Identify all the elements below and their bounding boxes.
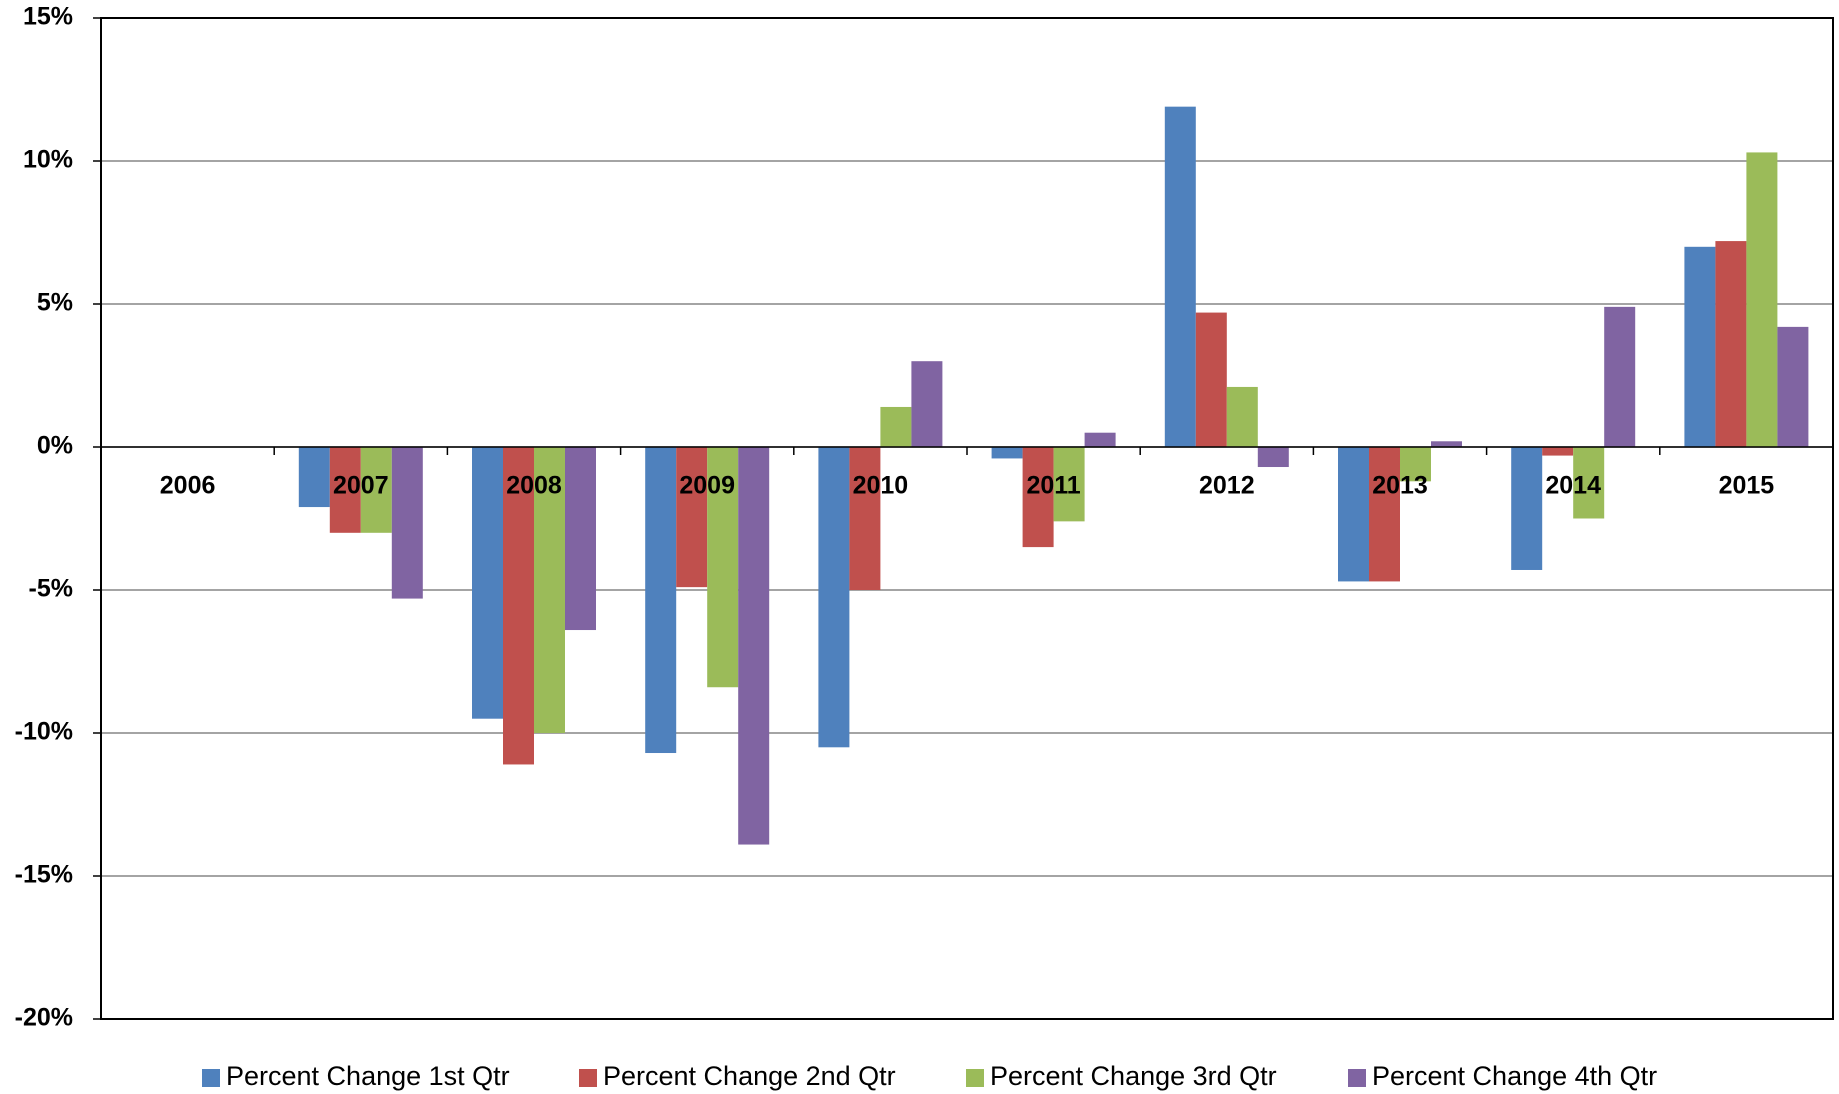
bar [1511,447,1543,570]
legend-label: Percent Change 1st Qtr [226,1061,510,1091]
bar [360,447,392,533]
bar [1400,447,1431,482]
bar [534,447,565,733]
bar [911,361,943,447]
y-tick-label: -10% [15,718,73,746]
x-tick-label: 2007 [333,472,389,500]
bar [707,447,739,688]
x-tick-label: 2010 [853,472,909,500]
y-tick-label: -5% [29,575,73,603]
x-tick-label: 2013 [1372,472,1428,500]
bar [738,447,770,845]
bar [472,447,503,719]
x-tick-label: 2006 [160,472,216,500]
bar [1369,447,1400,582]
y-tick-label: 0% [37,432,73,460]
bar [1684,246,1716,447]
legend-swatch [202,1069,220,1087]
legend-swatch [966,1069,984,1087]
bar [645,447,677,754]
bar [1746,152,1778,448]
bar [1777,326,1809,447]
x-tick-label: 2008 [506,472,562,500]
bar [1604,306,1636,447]
bar [565,447,596,631]
x-tick-label: 2015 [1719,472,1775,500]
x-tick-label: 2012 [1199,472,1255,500]
bar [329,447,361,533]
bar [1257,447,1289,468]
bar [676,447,708,588]
bar [849,447,881,590]
legend-label: Percent Change 3rd Qtr [990,1061,1277,1091]
y-tick-label: 15% [23,3,73,31]
legend-label: Percent Change 2nd Qtr [603,1061,896,1091]
bar [1053,447,1085,522]
bar [1195,312,1227,447]
y-tick-label: -20% [15,1004,73,1032]
y-tick-label: -15% [15,861,73,889]
y-tick-label: 5% [37,289,73,317]
bar [1226,386,1258,447]
x-tick-label: 2011 [1026,472,1080,500]
legend-swatch [1348,1069,1366,1087]
x-tick-label: 2014 [1545,472,1601,500]
bar [991,447,1023,459]
bar [1338,447,1369,582]
y-tick-label: 10% [23,146,73,174]
bar [880,406,912,447]
bar [1573,447,1605,519]
legend-label: Percent Change 4th Qtr [1372,1061,1657,1091]
bar [503,447,534,765]
bar [1431,441,1462,447]
bar [1022,447,1054,548]
bar [298,447,330,508]
bar [1542,447,1574,456]
legend-swatch [579,1069,597,1087]
bar [1715,241,1747,447]
bar [1084,432,1116,447]
bar [1164,106,1196,447]
plot-border [100,17,1834,1020]
x-tick-label: 2009 [679,472,735,500]
bar [818,447,850,748]
bar [391,447,423,599]
